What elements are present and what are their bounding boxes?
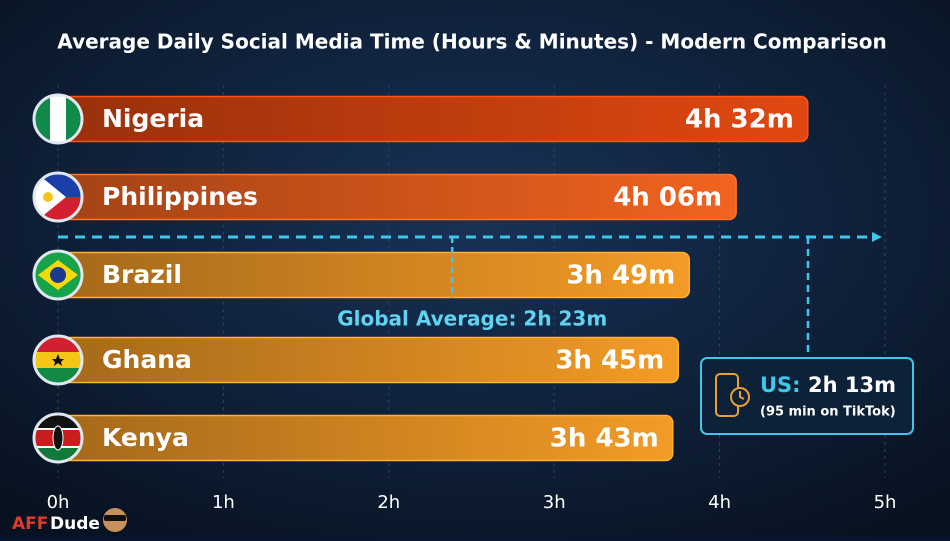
flag-part [35, 368, 81, 383]
chart-title: Average Daily Social Media Time (Hours &… [57, 30, 886, 54]
category-label: Philippines [102, 182, 258, 211]
flag-ring [32, 93, 84, 145]
category-label: Brazil [102, 260, 182, 289]
bars: Nigeria 4h 32m Philippines 4h 06m Brazil 3h 4… [32, 93, 809, 464]
flag-ring [32, 334, 84, 386]
flag-part [50, 267, 66, 283]
callout-label: US: [760, 373, 801, 397]
value-label: 4h 06m [613, 183, 722, 213]
x-tick-label: 1h [212, 492, 235, 513]
category-label: Ghana [102, 345, 192, 374]
value-label: 3h 43m [550, 424, 659, 454]
flag-part [35, 96, 50, 142]
category-label: Nigeria [102, 104, 204, 133]
watermark-glasses [104, 515, 126, 521]
flag-ring [32, 412, 84, 464]
x-tick-label: 2h [377, 492, 400, 513]
flag-part [43, 192, 53, 202]
overlay: Global Average: 2h 23m [58, 232, 882, 331]
global-average-label: Global Average: 2h 23m [337, 307, 607, 331]
x-tick-label: 3h [543, 492, 566, 513]
flag-part [52, 425, 64, 451]
callout-note: (95 min on TikTok) [760, 405, 896, 420]
watermark-brand: AFF [12, 514, 48, 534]
flag-ring [32, 249, 84, 301]
value-label: 4h 32m [685, 105, 794, 135]
flag [35, 337, 81, 383]
flag-part [66, 96, 81, 142]
x-tick-label: 5h [874, 492, 897, 513]
flag [35, 252, 81, 298]
category-label: Kenya [102, 423, 189, 452]
flag-ring [32, 171, 84, 223]
flag [35, 96, 81, 142]
flag-part [52, 354, 64, 366]
flag-part [35, 337, 81, 352]
value-label: 3h 49m [566, 261, 675, 291]
phone-icon [715, 373, 750, 417]
flag [35, 174, 81, 220]
value-label: 3h 45m [555, 346, 664, 376]
x-tick-label: 4h [708, 492, 731, 513]
grid: 0h 1h 2h 3h 4h 5h [47, 85, 897, 513]
callout-value: 2h 13m [808, 373, 896, 397]
x-tick-label: 0h [47, 492, 70, 513]
watermark-name: Dude [50, 514, 100, 534]
